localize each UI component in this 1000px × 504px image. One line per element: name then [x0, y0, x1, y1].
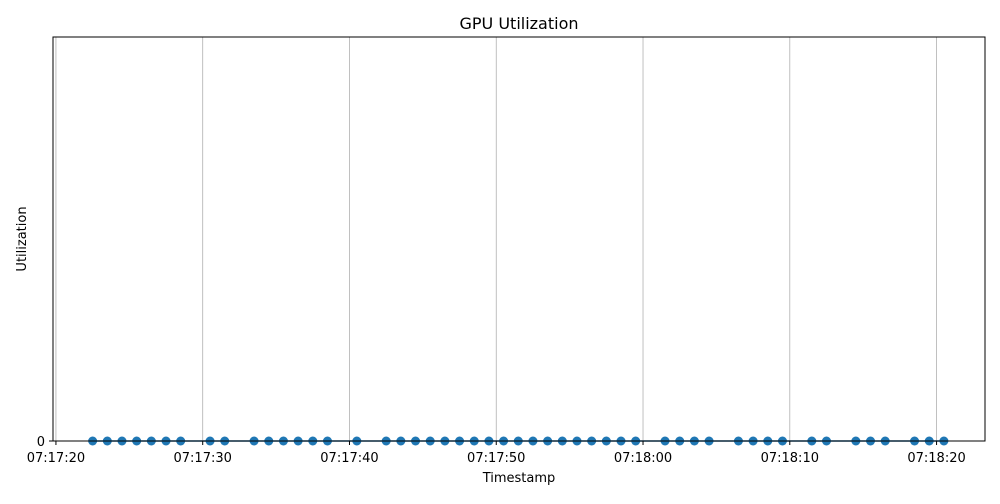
x-tick-label: 07:17:20: [27, 451, 85, 466]
plot-frame: [52, 36, 986, 442]
chart-title: GPU Utilization: [459, 14, 578, 33]
x-tick-label: 07:18:20: [907, 451, 965, 466]
x-tick-label: 07:17:50: [467, 451, 525, 466]
y-axis-label: Utilization: [15, 206, 30, 271]
x-tick-label: 07:18:00: [614, 451, 672, 466]
y-tick-label: 0: [37, 435, 45, 450]
x-axis-label: Timestamp: [482, 471, 556, 486]
series-layer: [88, 436, 949, 446]
x-tick-label: 07:17:40: [320, 451, 378, 466]
grid-layer: [55, 37, 937, 441]
axis-layer: 07:17:20 07:17:30 07:17:40 07:17:50 07:18:00…: [27, 435, 966, 466]
x-tick-label: 07:18:10: [761, 451, 819, 466]
x-tick-label: 07:17:30: [174, 451, 232, 466]
